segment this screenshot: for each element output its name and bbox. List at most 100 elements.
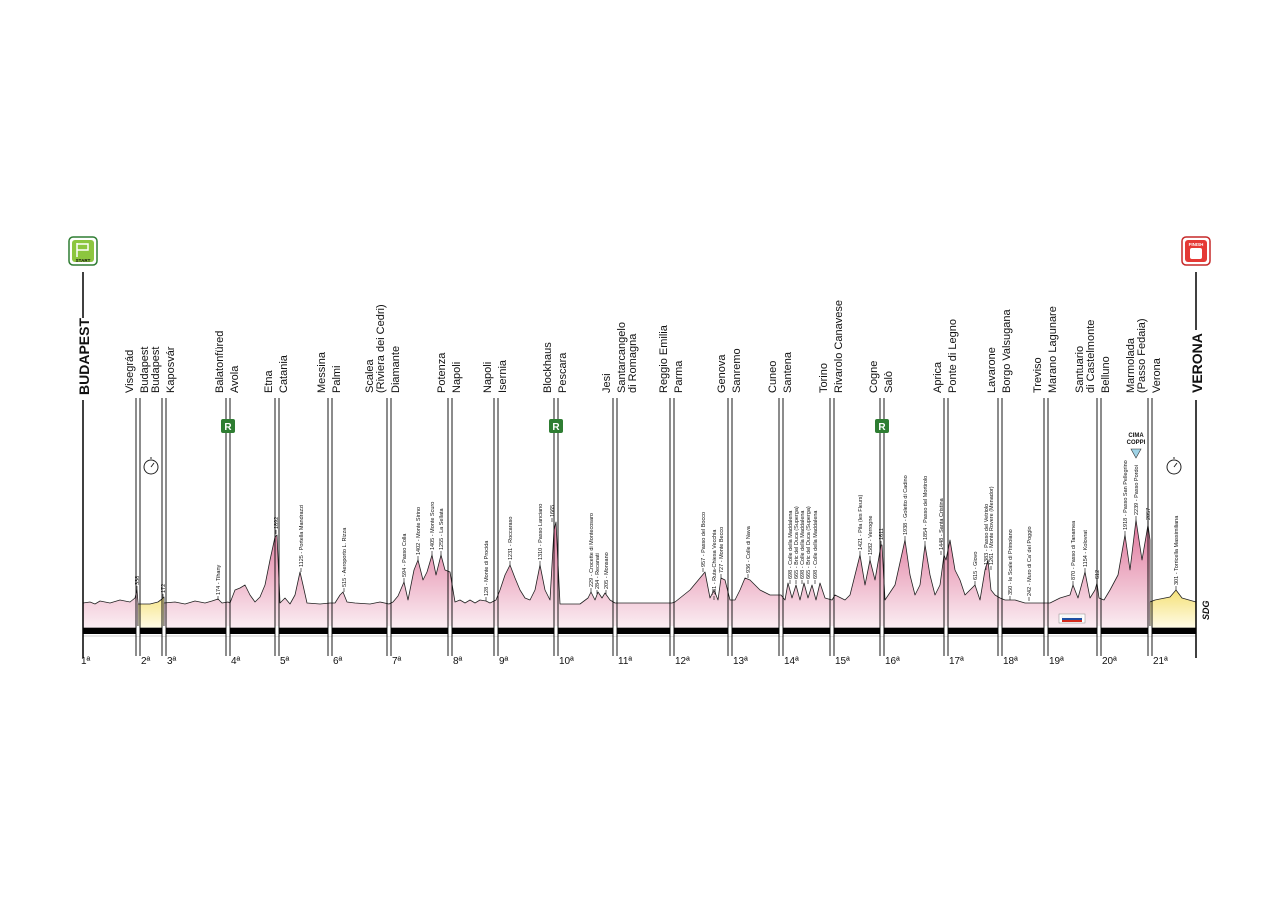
start-town: Catania — [278, 354, 290, 393]
climb-label: 1918 - Passo San Pellegrino — [1123, 460, 1129, 530]
finish-town: Messina — [316, 351, 328, 393]
stage-number: 20ª — [1102, 656, 1117, 667]
time-trial-icon — [1166, 457, 1182, 475]
profile-area — [1149, 589, 1197, 629]
climb-label: 229 - Crocette di Montecosaro — [589, 513, 595, 587]
start-town: Isernia — [497, 359, 509, 393]
climb-label: 1892 — [274, 517, 280, 529]
finish-town: Genova — [716, 354, 728, 393]
start-icon: START — [68, 236, 98, 266]
start-town: Rivarolo Canavese — [833, 300, 845, 393]
stage-number: 4ª — [231, 656, 241, 667]
start-town: Parma — [673, 360, 685, 393]
climb-label: 338 — [135, 576, 141, 585]
finish-town: Marmolada — [1125, 337, 1137, 393]
stage-gap — [275, 626, 279, 636]
climb-label: 698 - Colle della Maddalena — [813, 510, 819, 579]
profile-area — [137, 596, 165, 629]
flag-icon — [1058, 613, 1086, 624]
climb-label: 698 - Colle della Maddalena — [800, 510, 806, 579]
climb-label: 2057 — [1146, 508, 1152, 520]
stage-gap — [880, 626, 884, 636]
climb-label: 1310 - Passo Lanciano — [538, 504, 544, 560]
stage-gap — [1148, 626, 1152, 636]
start-town: Kaposvár — [165, 346, 177, 393]
stage-number: 2ª — [141, 656, 151, 667]
climb-label: 612 — [1095, 570, 1101, 579]
start-town: Verona — [1151, 357, 1163, 393]
climb-label: 615 - Giovo — [973, 552, 979, 580]
finish-town: Budapest — [150, 347, 162, 393]
climb-label: 284 - Recanati — [595, 553, 601, 589]
stage-gap — [226, 626, 230, 636]
finish-town: Treviso — [1032, 357, 1044, 393]
logo: SDG — [1201, 600, 1211, 620]
climb-label: 957 - Passo del Bocco — [701, 512, 707, 567]
stage-gap — [998, 626, 1002, 636]
stage-number: 21ª — [1153, 656, 1168, 667]
climb-label: 128 - Monte di Procida — [484, 540, 490, 596]
climb-label: 205 - Monsano — [604, 552, 610, 589]
climb-label: 2239 - Passo Pordoi — [1134, 465, 1140, 515]
rest-day-label: R — [552, 422, 560, 433]
rest-day-box — [221, 419, 235, 433]
climb-label: 727 - Monte Becco — [719, 527, 725, 573]
stage-gap — [328, 626, 332, 636]
finish-town: Cogne — [868, 361, 880, 393]
stage-gap — [162, 626, 166, 636]
start-town: BUDAPEST — [76, 318, 92, 395]
climb-label: 698 - Colle della Maddalena — [788, 510, 794, 579]
stage-gap — [613, 626, 617, 636]
climb-label: 350 - le Scale di Primolano — [1008, 529, 1014, 595]
finish-town: (Passo Fedaia) — [1136, 318, 1148, 393]
climb-label: 1402 - Monte Sirino — [416, 507, 422, 555]
climb-label: 515 - Aeroporto L. Rizza — [342, 527, 348, 587]
finish-town: Santuario — [1074, 346, 1086, 393]
stage-gap — [830, 626, 834, 636]
stage-number: 11ª — [618, 656, 632, 667]
climb-label: 1255 - La Sellata — [439, 507, 445, 550]
climb-label: 1261 - Monte Rovere (Menador) — [989, 486, 995, 565]
finish-town: Reggio Emilia — [658, 324, 670, 393]
profile — [82, 519, 1197, 629]
stage-gap — [944, 626, 948, 636]
stage-gap — [1044, 626, 1048, 636]
climb-label: 1421 - Pila (les Fleurs) — [858, 495, 864, 550]
stage-gap — [779, 626, 783, 636]
cima-coppi-label: COPPI — [1127, 440, 1146, 446]
climb-label: 1611 — [879, 528, 885, 540]
stage-number: 8ª — [453, 656, 463, 667]
climb-label: 174 - Tihany — [216, 564, 222, 595]
stage-gap — [387, 626, 391, 636]
climb-label: 301 - Torricella Massimiliana — [1174, 515, 1180, 585]
climb-label: 1231 - Roccaraso — [508, 517, 514, 560]
rest-day-box — [875, 419, 889, 433]
start-town: di Romagna — [627, 333, 639, 393]
rest-day-label: R — [878, 422, 886, 433]
finish-town: Scalea — [364, 358, 376, 393]
ground-bar — [83, 628, 1196, 634]
time-trial-icon — [143, 457, 159, 475]
stage-number: 5ª — [280, 656, 290, 667]
start-town: Budapest — [139, 347, 151, 393]
start-town: Borgo Valsugana — [1001, 309, 1013, 393]
finish-town: Potenza — [436, 352, 448, 393]
stage-gap — [136, 626, 140, 636]
climb-label: 1154 - Kolovrat — [1083, 530, 1089, 567]
stage-number: 12ª — [675, 656, 690, 667]
finish-town: Aprica — [932, 361, 944, 393]
climb-label: 594 - Passo Colla — [402, 533, 408, 577]
cima-coppi-label: CIMA — [1128, 433, 1144, 439]
stage-number: 9ª — [499, 656, 509, 667]
start-town: Santarcangelo — [616, 322, 628, 393]
stage-number: 10ª — [559, 656, 574, 667]
climb-label: 1383 - Passo del Vetriolo — [984, 504, 990, 565]
start-town: Belluno — [1100, 356, 1112, 393]
climb-label: 870 - Passo di Tanamea — [1071, 520, 1077, 580]
stage-number: 17ª — [949, 656, 964, 667]
climb-label: 1854 - Passo del Mortirolo — [923, 476, 929, 540]
climb-label: 1405 - Monte Scuro — [430, 502, 436, 550]
finish-town: Cuneo — [767, 361, 779, 393]
stage-number: 13ª — [733, 656, 748, 667]
